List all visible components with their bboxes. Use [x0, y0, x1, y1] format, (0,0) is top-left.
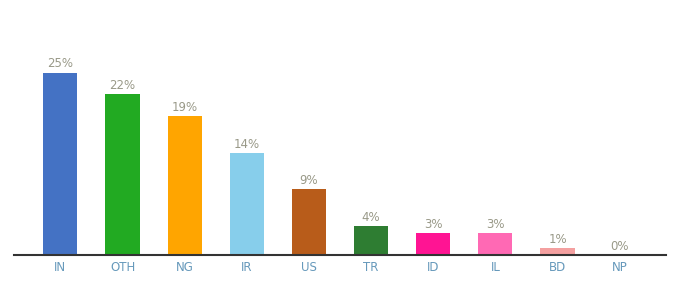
Text: 14%: 14% — [234, 138, 260, 151]
Text: 22%: 22% — [109, 79, 135, 92]
Bar — [44, 73, 78, 255]
Text: 19%: 19% — [171, 101, 198, 114]
Text: 4%: 4% — [362, 211, 380, 224]
Text: 25%: 25% — [48, 57, 73, 70]
Bar — [167, 116, 202, 255]
Text: 9%: 9% — [300, 174, 318, 187]
Bar — [478, 233, 513, 255]
Bar — [292, 189, 326, 255]
Bar — [541, 248, 575, 255]
Text: 3%: 3% — [424, 218, 443, 231]
Bar — [105, 94, 139, 255]
Bar — [354, 226, 388, 255]
Text: 1%: 1% — [548, 232, 567, 245]
Text: 0%: 0% — [611, 240, 629, 253]
Bar — [230, 153, 264, 255]
Bar — [416, 233, 450, 255]
Text: 3%: 3% — [486, 218, 505, 231]
